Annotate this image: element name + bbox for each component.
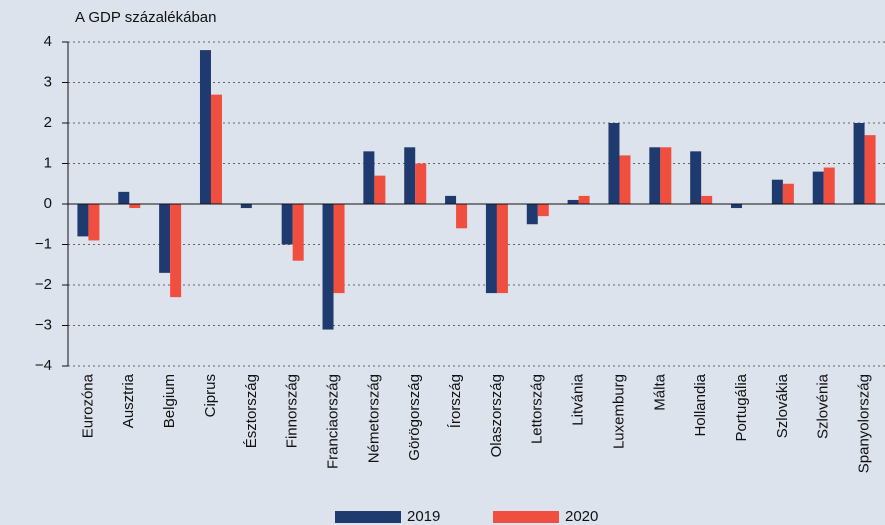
bar xyxy=(864,135,876,204)
bar xyxy=(660,147,672,204)
x-tick-label: Írország xyxy=(447,374,464,428)
bar xyxy=(771,179,783,204)
bar xyxy=(415,163,427,204)
bar xyxy=(281,204,293,245)
bar xyxy=(812,171,824,204)
y-tick-label: 0 xyxy=(44,195,52,212)
x-tick-label: Portugália xyxy=(733,373,750,441)
bar xyxy=(619,155,631,204)
x-tick-label: Spanyolország xyxy=(856,374,873,473)
bar xyxy=(363,151,375,204)
chart-title: A GDP százalékában xyxy=(75,9,216,26)
x-tick-label: Szlovénia xyxy=(815,373,832,439)
bar xyxy=(159,204,171,273)
bar xyxy=(649,147,661,204)
bar xyxy=(199,50,211,204)
bar xyxy=(240,204,252,209)
bar xyxy=(445,195,457,204)
bar xyxy=(374,175,386,204)
legend-swatch xyxy=(335,511,401,523)
x-tick-label: Olaszország xyxy=(488,374,505,457)
x-tick-label: Ciprus xyxy=(202,374,219,417)
y-tick-label: −1 xyxy=(35,235,52,252)
bar xyxy=(456,204,468,229)
bar xyxy=(537,204,549,217)
x-tick-label: Szlovákia xyxy=(774,373,791,438)
x-tick-label: Hollandia xyxy=(692,373,709,436)
y-tick-label: 4 xyxy=(44,33,52,50)
bar xyxy=(567,199,579,204)
bar xyxy=(77,204,89,237)
x-tick-label: Eurozóna xyxy=(79,373,96,438)
bar xyxy=(333,204,345,294)
x-tick-label: Görögország xyxy=(406,374,423,461)
bar xyxy=(322,204,334,330)
legend-label: 2020 xyxy=(565,508,598,525)
x-tick-label: Észtország xyxy=(243,374,260,448)
y-tick-label: −3 xyxy=(35,316,52,333)
y-tick-label: 3 xyxy=(44,73,52,90)
x-tick-label: Lettország xyxy=(529,374,546,444)
x-tick-label: Litvánia xyxy=(570,373,587,425)
bar xyxy=(404,147,416,204)
bar xyxy=(526,204,538,225)
bar xyxy=(88,204,100,241)
bar xyxy=(853,123,865,204)
bar xyxy=(608,123,620,204)
legend-swatch xyxy=(493,511,559,523)
bar xyxy=(782,183,794,204)
bar xyxy=(129,204,141,209)
bar xyxy=(690,151,702,204)
x-tick-label: Franciaország xyxy=(324,374,341,469)
x-tick-label: Luxemburg xyxy=(610,374,627,449)
bar xyxy=(170,204,182,298)
bar xyxy=(485,204,497,294)
x-tick-label: Ausztria xyxy=(120,373,137,428)
bar xyxy=(118,191,130,204)
bar xyxy=(731,204,743,209)
y-tick-label: 1 xyxy=(44,154,52,171)
bar xyxy=(292,204,304,261)
x-tick-label: Németország xyxy=(365,374,382,463)
bar xyxy=(210,94,222,204)
x-tick-label: Málta xyxy=(651,373,668,410)
x-tick-label: Belgium xyxy=(161,374,178,428)
y-tick-label: −4 xyxy=(35,357,52,374)
bar xyxy=(496,204,508,294)
legend-label: 2019 xyxy=(407,508,440,525)
y-tick-label: −2 xyxy=(35,276,52,293)
x-tick-label: Finnország xyxy=(284,374,301,448)
bar xyxy=(701,195,713,204)
y-tick-label: 2 xyxy=(44,114,52,131)
bar xyxy=(578,195,590,204)
bar xyxy=(823,167,835,204)
